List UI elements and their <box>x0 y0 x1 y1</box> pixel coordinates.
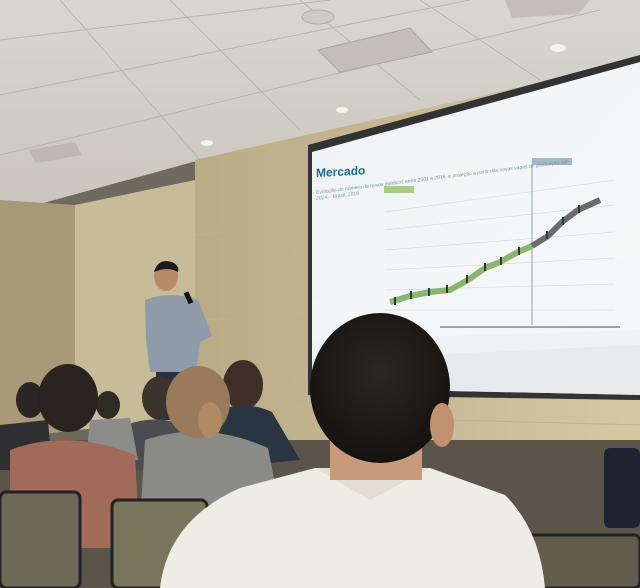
legend-box <box>532 158 572 165</box>
ceiling-light <box>336 107 348 113</box>
ceiling-light <box>201 140 213 146</box>
air-vent <box>28 142 82 163</box>
air-vent <box>505 0 590 18</box>
x-axis-ticks <box>440 326 620 328</box>
air-vent <box>317 27 433 73</box>
legend-box <box>384 186 414 193</box>
chairs <box>0 448 640 588</box>
chart-markers <box>394 205 580 305</box>
ceiling <box>0 0 640 215</box>
slide-title: Mercado <box>316 163 366 180</box>
ceiling-grid <box>0 0 601 161</box>
ceiling-light <box>550 44 566 52</box>
foreground-audience-member <box>160 313 545 588</box>
ceiling-light <box>301 9 335 25</box>
slide-chart <box>384 179 616 311</box>
